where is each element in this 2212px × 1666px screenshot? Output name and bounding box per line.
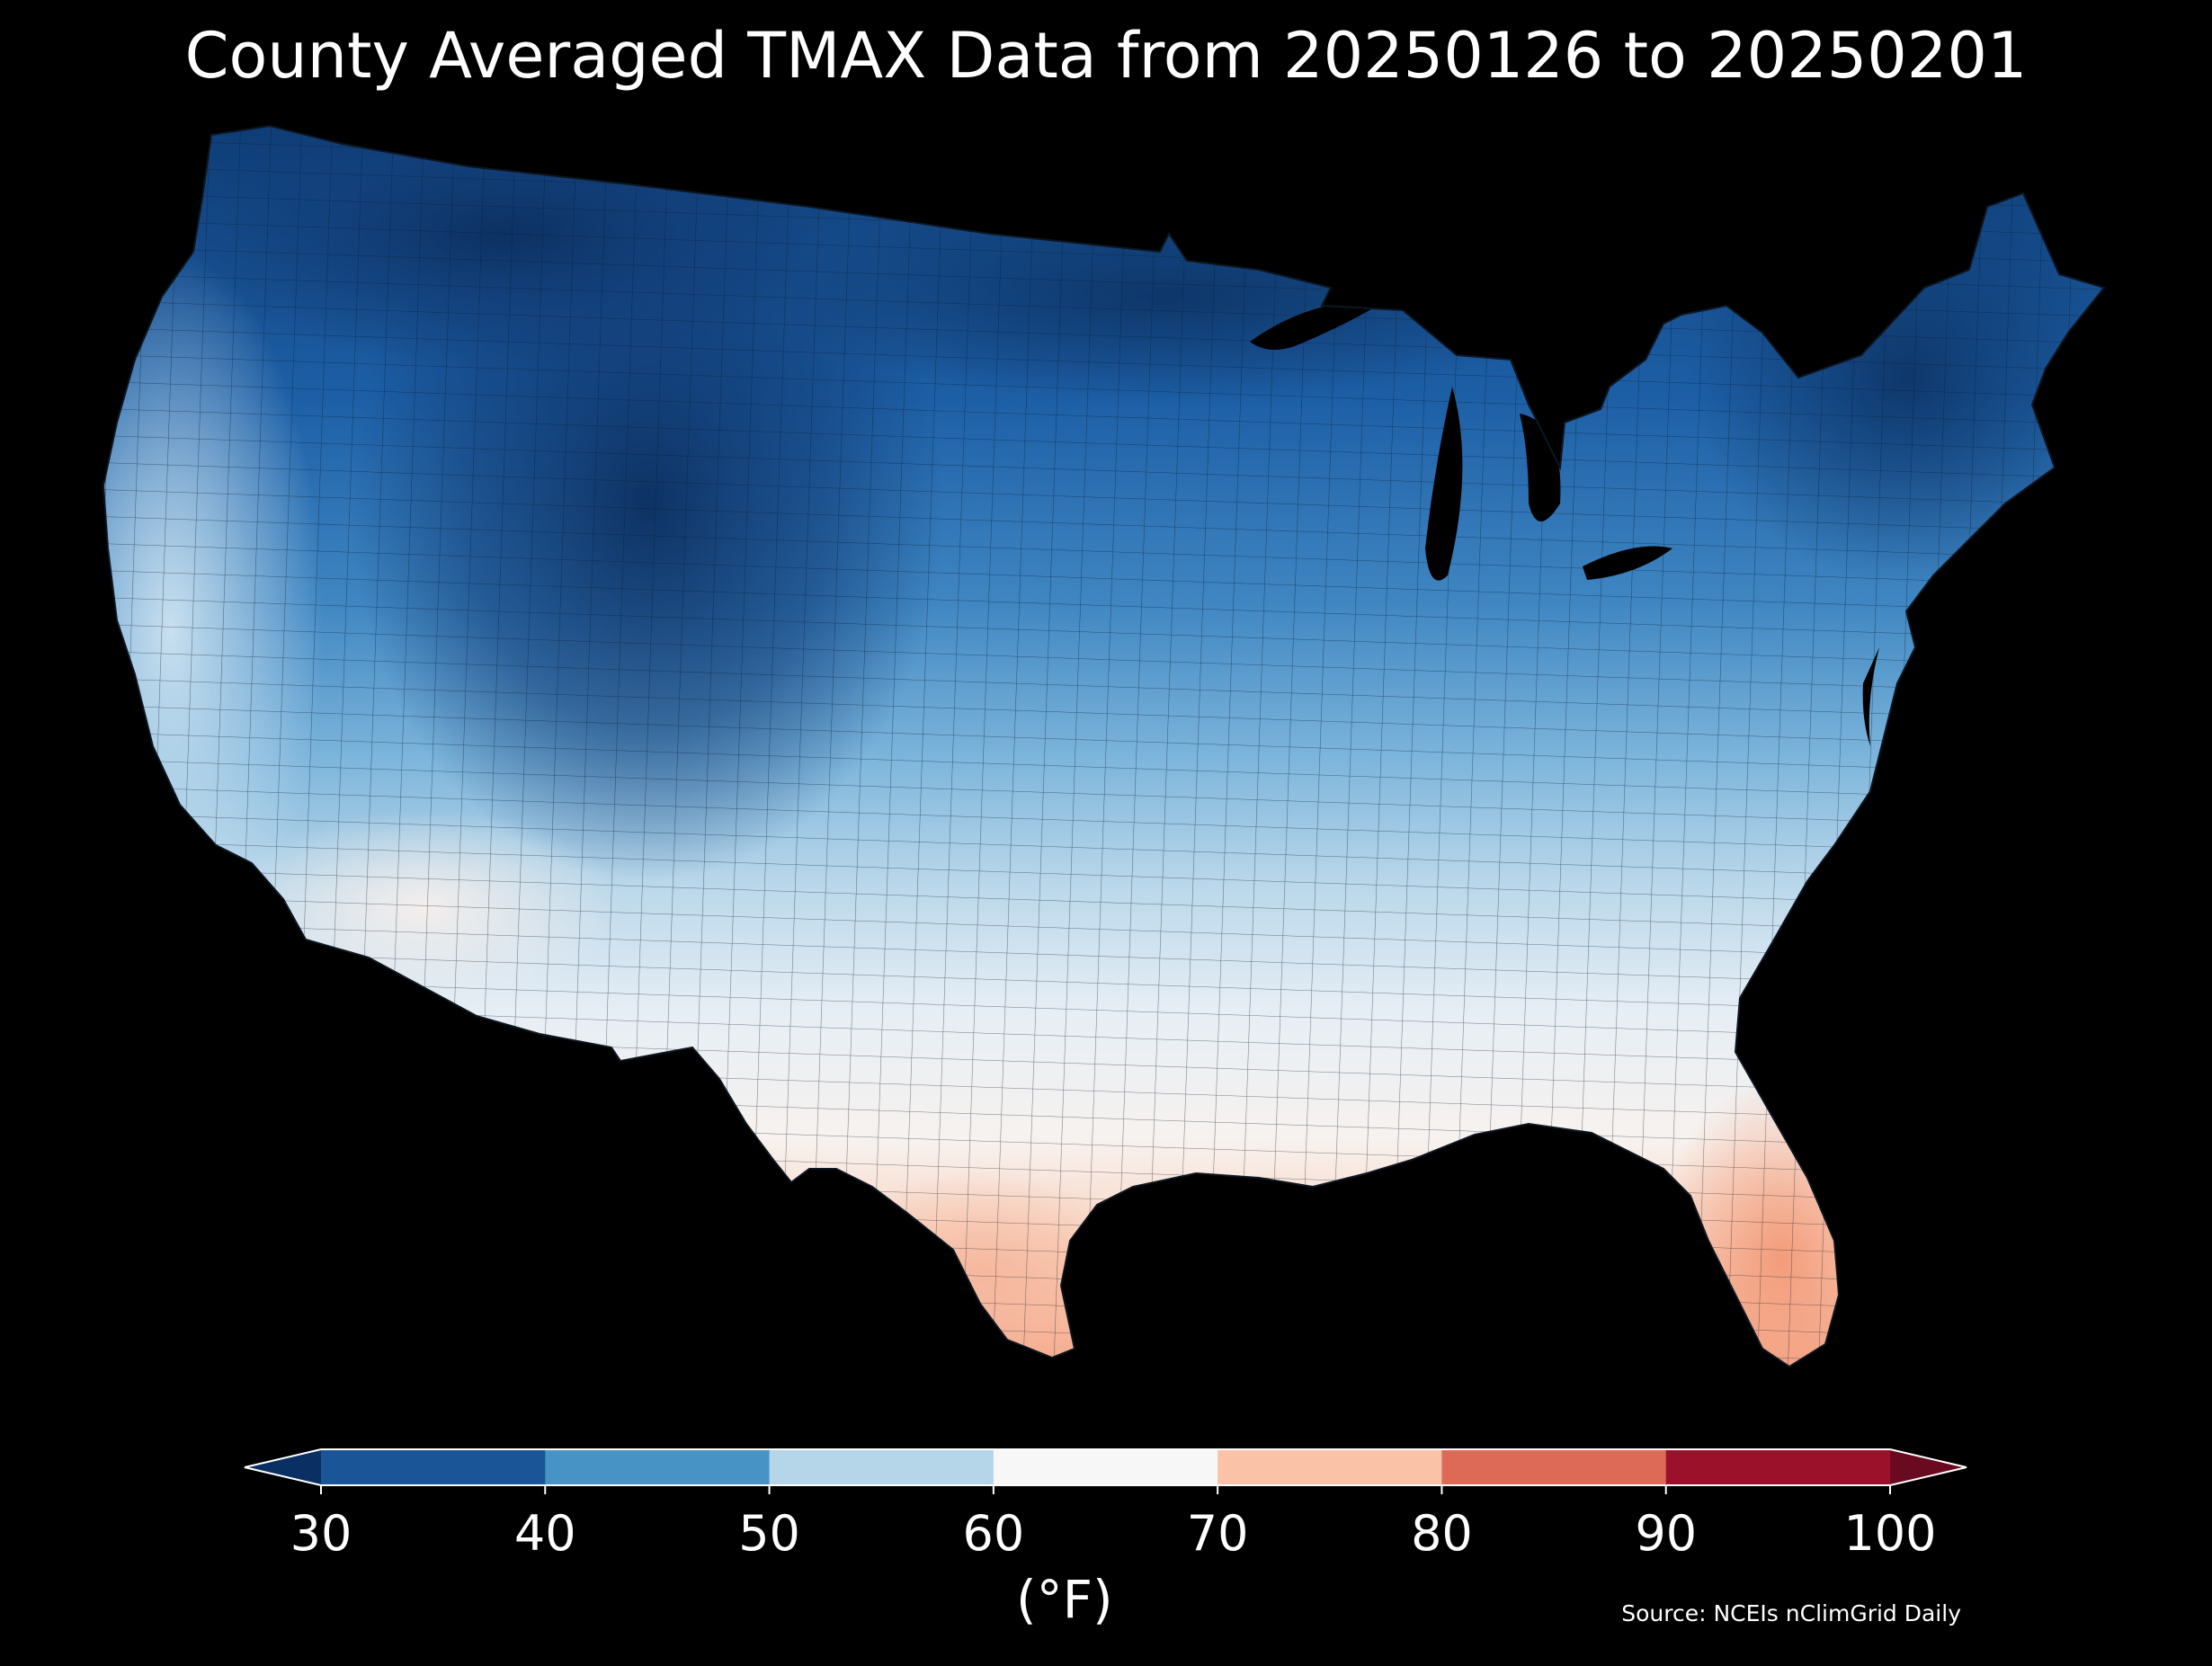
colorbar-tick-label: 70 (1187, 1505, 1249, 1562)
lake-superior (1250, 300, 1385, 350)
source-note: Source: NCEIs nClimGrid Daily (1621, 1600, 1961, 1626)
colorbar-unit-label: (°F) (1016, 1569, 1113, 1630)
colorbar-under-arrow (245, 1449, 321, 1485)
map-title: County Averaged TMAX Data from 20250126 … (184, 19, 2028, 93)
colorbar-bin (1665, 1449, 1891, 1485)
colorbar-bin (1217, 1449, 1442, 1485)
colorbar-tick-label: 90 (1635, 1505, 1697, 1562)
colorbar-over-arrow (1890, 1449, 1967, 1485)
colorbar-bin (769, 1449, 995, 1485)
chesapeake-bay (1862, 647, 1879, 746)
lake-erie (1583, 546, 1672, 580)
colorbar-tick-label: 80 (1411, 1505, 1473, 1562)
county-boundaries (103, 126, 2104, 1367)
colorbar-tick-label: 30 (290, 1505, 352, 1562)
colorbar-tick-label: 60 (962, 1505, 1024, 1562)
map-regions (103, 126, 2104, 1367)
colorbar-bin (1441, 1449, 1667, 1485)
colorbar-tick-label: 100 (1843, 1505, 1936, 1562)
colorbar-bin (993, 1449, 1218, 1485)
lake-michigan (1425, 387, 1463, 581)
colorbar-tick-label: 50 (738, 1505, 800, 1562)
colorbar-tick-label: 40 (514, 1505, 576, 1562)
colorbar-bin (545, 1449, 771, 1485)
colorbar: 30 40 50 60 70 80 90 100 (244, 1448, 1967, 1562)
colorbar-bin (321, 1449, 546, 1485)
